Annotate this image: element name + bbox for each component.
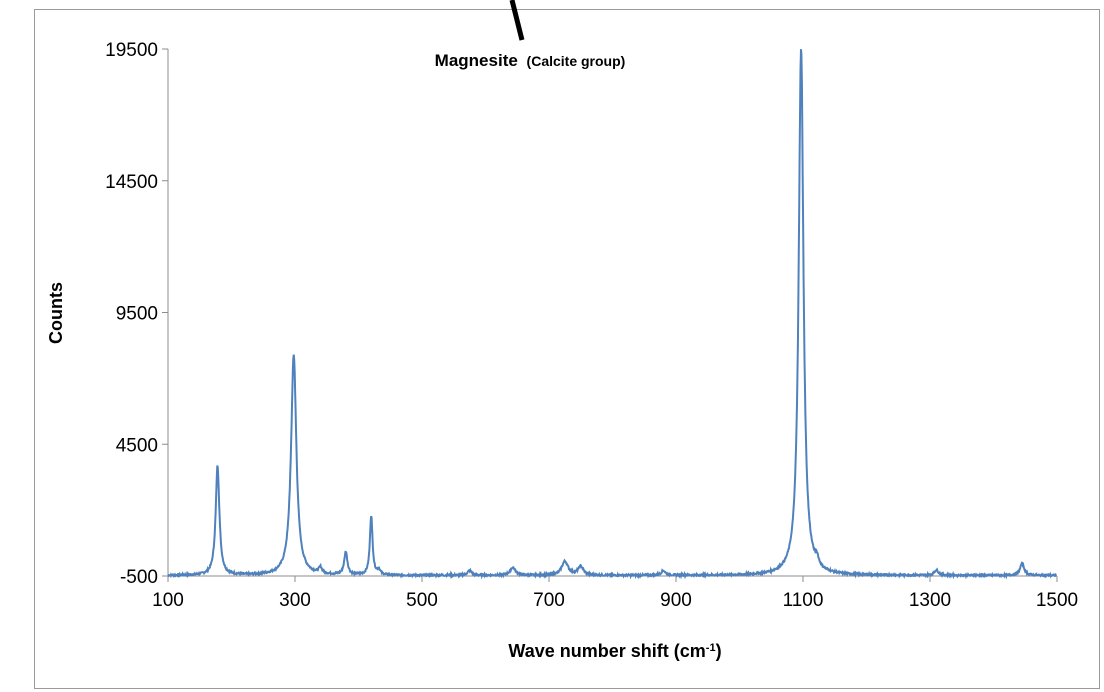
axes xyxy=(162,48,1058,582)
y-tick-label: 9500 xyxy=(116,304,158,325)
x-tick-label: 100 xyxy=(152,590,184,611)
chart-title: Magnesite (Calcite group) xyxy=(435,51,626,70)
x-axis-title-main: Wave number shift (cm xyxy=(508,641,705,661)
chart-area xyxy=(34,9,1100,689)
y-tick-label: 19500 xyxy=(105,40,158,61)
y-tick-label: 4500 xyxy=(116,435,158,456)
x-tick-labels: 100 300 500 700 900 1100 1300 1500 xyxy=(152,590,1078,611)
x-tick-label: 300 xyxy=(279,590,311,611)
x-tick-label: 500 xyxy=(406,590,438,611)
x-tick-label: 1500 xyxy=(1036,590,1078,611)
pointer-arrow xyxy=(509,0,525,41)
x-tick-label: 700 xyxy=(533,590,565,611)
y-tick-labels: -500 4500 9500 14500 19500 xyxy=(105,40,158,588)
y-tick-label: 14500 xyxy=(105,172,158,193)
spectrum-series-line xyxy=(167,49,1057,580)
y-tick-label: -500 xyxy=(120,567,158,588)
x-tick-label: 1100 xyxy=(783,590,824,611)
x-axis-title-end: ) xyxy=(716,641,722,661)
chart-title-main: Magnesite xyxy=(435,51,518,70)
x-tick-label: 900 xyxy=(660,590,692,611)
chart-title-suffix: (Calcite group) xyxy=(527,53,626,69)
x-axis-title-sup: -1 xyxy=(706,642,716,654)
x-axis-title: Wave number shift (cm-1) xyxy=(508,641,721,661)
x-tick-label: 1300 xyxy=(909,590,951,611)
y-axis-title: Counts xyxy=(46,282,66,344)
